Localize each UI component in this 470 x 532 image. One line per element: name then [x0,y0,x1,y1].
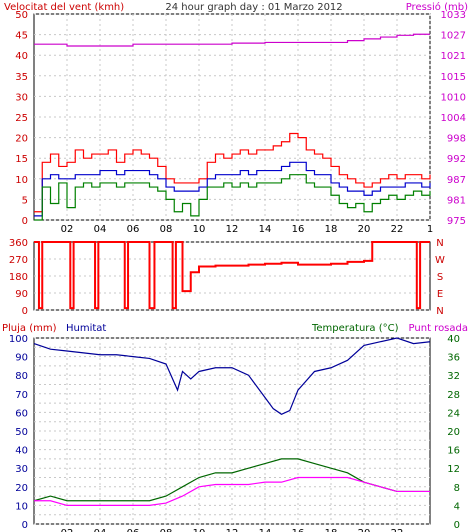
compass-tick-label: N [436,238,443,249]
compass-tick-label: W [435,255,445,266]
temperature-y-tick-label: 36 [447,353,460,364]
dewpoint-axis-title: Punt rosada [409,323,468,334]
direction-y-tick-label: 0 [22,306,28,317]
wind-y-tick-label: 50 [15,10,28,21]
wind-y-tick-label: 15 [15,154,28,165]
wind-x-tick-label: 08 [160,224,173,235]
wind-x-tick-label: 22 [391,224,404,235]
humidity-x-tick-label: 16 [292,528,305,532]
wind-x-tick-label: 04 [94,224,107,235]
series-line-gust [34,132,431,213]
pressure-y-tick-label: 998 [447,134,466,145]
humidity-x-tick-label: 14 [259,528,272,532]
temperature-y-tick-label: 8 [454,483,460,494]
humidity-y-tick-label: 80 [15,371,28,382]
compass-tick-label: N [436,306,443,317]
series-line-low [34,174,431,221]
wind-y-tick-label: 20 [15,134,28,145]
direction-y-tick-label: 180 [9,272,28,283]
humidity-x-tick-label: 18 [325,528,338,532]
temperature-y-tick-label: 20 [447,427,460,438]
wind-x-tick-label: 1 [427,224,433,235]
humidity-x-tick-label: 08 [160,528,173,532]
humidity-axis-title: Humitat [66,323,106,334]
pressure-y-tick-label: 1021 [441,51,466,62]
pressure-y-tick-label: 1027 [441,31,466,42]
wind-x-tick-label: 12 [226,224,239,235]
wind-x-tick-label: 16 [292,224,305,235]
series-line-dewpoint [34,476,430,506]
compass-tick-label: S [437,272,443,283]
wind-y-tick-label: 35 [15,72,28,83]
wind-x-tick-label: 14 [259,224,272,235]
pressure-y-tick-label: 992 [447,154,466,165]
wind-y-tick-label: 5 [22,195,28,206]
humidity-x-tick-label: 10 [193,528,206,532]
humidity-x-tick-label: 22 [391,528,404,532]
humidity-x-tick-label: 02 [61,528,74,532]
pressure-y-tick-label: 1004 [441,113,466,124]
wind-y-tick-label: 40 [15,51,28,62]
pressure-y-tick-label: 981 [447,195,466,206]
direction-y-tick-label: 360 [9,238,28,249]
direction-y-tick-label: 90 [15,289,28,300]
pressure-y-tick-label: 1033 [441,10,466,21]
wind-x-tick-label: 06 [127,224,140,235]
humidity-y-tick-label: 90 [15,353,28,364]
temperature-y-tick-label: 4 [454,501,460,512]
wind-y-tick-label: 25 [15,113,28,124]
humidity-y-tick-label: 70 [15,390,28,401]
wind-speed-title: Velocitat del vent (kmh) [4,2,124,13]
wind-x-tick-label: 18 [325,224,338,235]
compass-tick-label: E [437,289,443,300]
humidity-y-tick-label: 50 [15,427,28,438]
humidity-x-tick-label: 12 [226,528,239,532]
humidity-y-tick-label: 30 [15,464,28,475]
wind-y-tick-label: 45 [15,31,28,42]
temperature-y-tick-label: 12 [447,464,460,475]
graph-day-title: 24 hour graph day : 01 Marzo 2012 [165,2,342,13]
series-line-direction [34,241,430,310]
pressure-y-tick-label: 975 [447,216,466,227]
temperature-axis-title: Temperatura (°C) [311,323,399,334]
pressure-y-tick-label: 987 [447,175,466,186]
wind-x-tick-label: 02 [61,224,74,235]
wind-x-tick-label: 20 [358,224,371,235]
humidity-x-tick-label: 04 [94,528,107,532]
humidity-y-tick-label: 100 [9,334,28,345]
temperature-y-tick-label: 32 [447,371,460,382]
series-line-pressure [34,33,430,47]
temperature-y-tick-label: 28 [447,390,460,401]
humidity-y-tick-label: 10 [15,501,28,512]
wind-y-tick-label: 10 [15,175,28,186]
temperature-y-tick-label: 40 [447,334,460,345]
wind-y-tick-label: 0 [22,216,28,227]
series-line-avg [34,161,431,217]
rain-axis-title: Pluja (mm) [2,323,57,334]
humidity-y-tick-label: 0 [22,520,28,531]
humidity-x-tick-label: 06 [127,528,140,532]
wind-x-tick-label: 10 [193,224,206,235]
direction-y-tick-label: 270 [9,255,28,266]
humidity-y-tick-label: 20 [15,483,28,494]
pressure-title: Pressió (mb) [406,1,468,13]
humidity-y-tick-label: 40 [15,446,28,457]
pressure-y-tick-label: 1010 [441,92,466,103]
series-line-humidity [33,337,431,415]
humidity-x-tick-label: 20 [358,528,371,532]
humidity-y-tick-label: 60 [15,408,28,419]
pressure-y-tick-label: 1015 [441,72,466,83]
temperature-y-tick-label: 16 [447,446,460,457]
temperature-y-tick-label: 24 [447,408,460,419]
wind-y-tick-label: 30 [15,92,28,103]
temperature-y-tick-label: 0 [454,520,460,531]
